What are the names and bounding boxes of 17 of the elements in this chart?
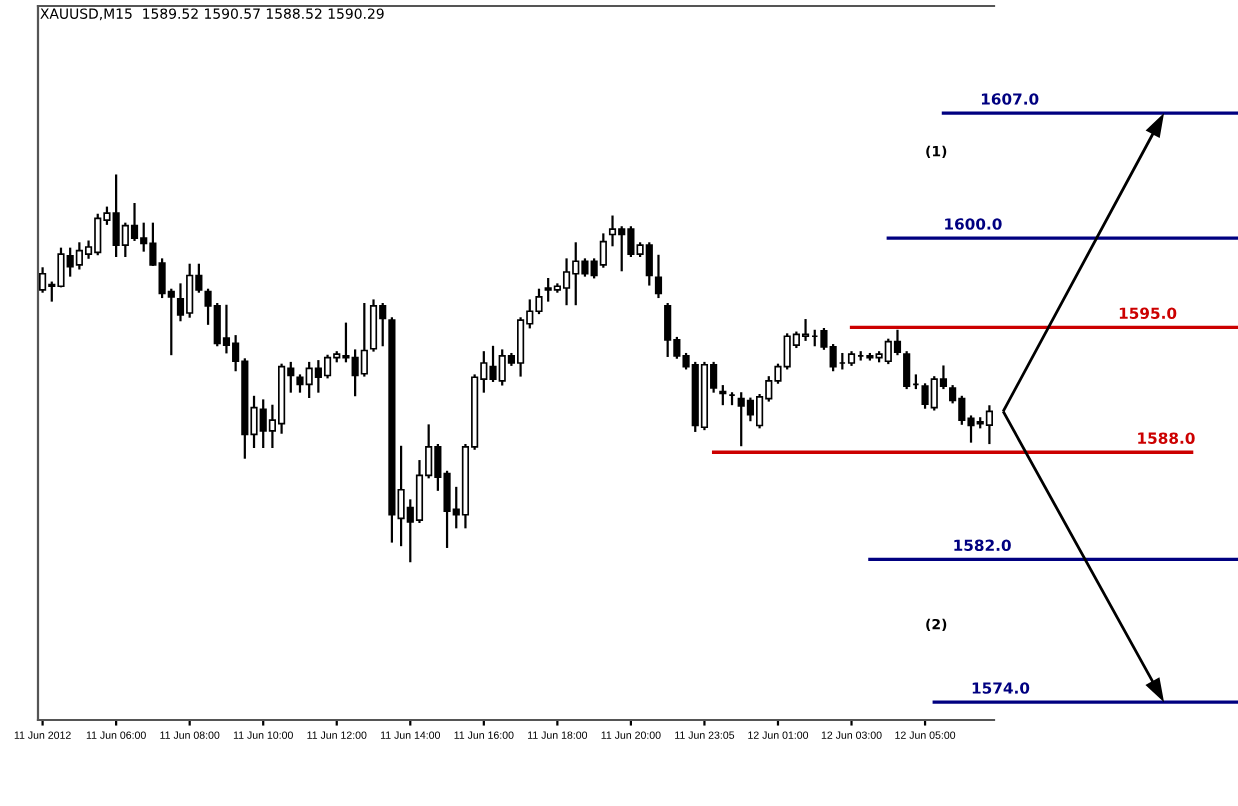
candlestick (985, 405, 993, 445)
candlestick (645, 242, 653, 286)
candlestick (654, 254, 663, 299)
candlestick (903, 351, 911, 390)
candlestick (130, 203, 139, 241)
candlestick (360, 302, 368, 377)
candlestick (222, 304, 231, 354)
candlestick (608, 215, 617, 247)
candlestick (664, 302, 672, 357)
candlestick (562, 258, 571, 306)
candlestick (323, 354, 332, 379)
candlestick (176, 283, 185, 322)
candlestick (893, 329, 902, 356)
candlestick (369, 299, 378, 352)
candlestick (39, 267, 47, 293)
candlestick (599, 233, 607, 268)
candlestick (801, 319, 810, 341)
